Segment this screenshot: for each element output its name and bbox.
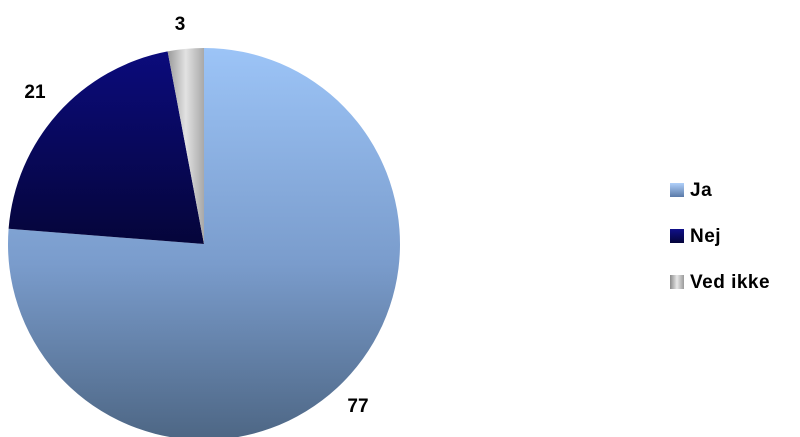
data-label-ja: 77: [347, 396, 368, 417]
legend-swatch-ved-ikke: [670, 275, 684, 289]
pie-slice-ved-ikke: [167, 47, 204, 244]
chart-legend: Ja Nej Ved ikke: [670, 180, 770, 293]
legend-label-ja: Ja: [690, 180, 712, 201]
legend-swatch-ja: [670, 183, 684, 197]
legend-swatch-nej: [670, 229, 684, 243]
pie-slices: [8, 47, 400, 437]
legend-label-nej: Nej: [690, 226, 721, 247]
data-label-ved-ikke: 3: [175, 14, 186, 35]
legend-label-ved-ikke: Ved ikke: [690, 272, 770, 293]
data-label-nej: 21: [24, 82, 46, 103]
pie-slice-ja: [8, 48, 400, 437]
pie-slice-nej: [8, 51, 205, 245]
pie-data-labels: 77 21 3: [24, 14, 368, 417]
